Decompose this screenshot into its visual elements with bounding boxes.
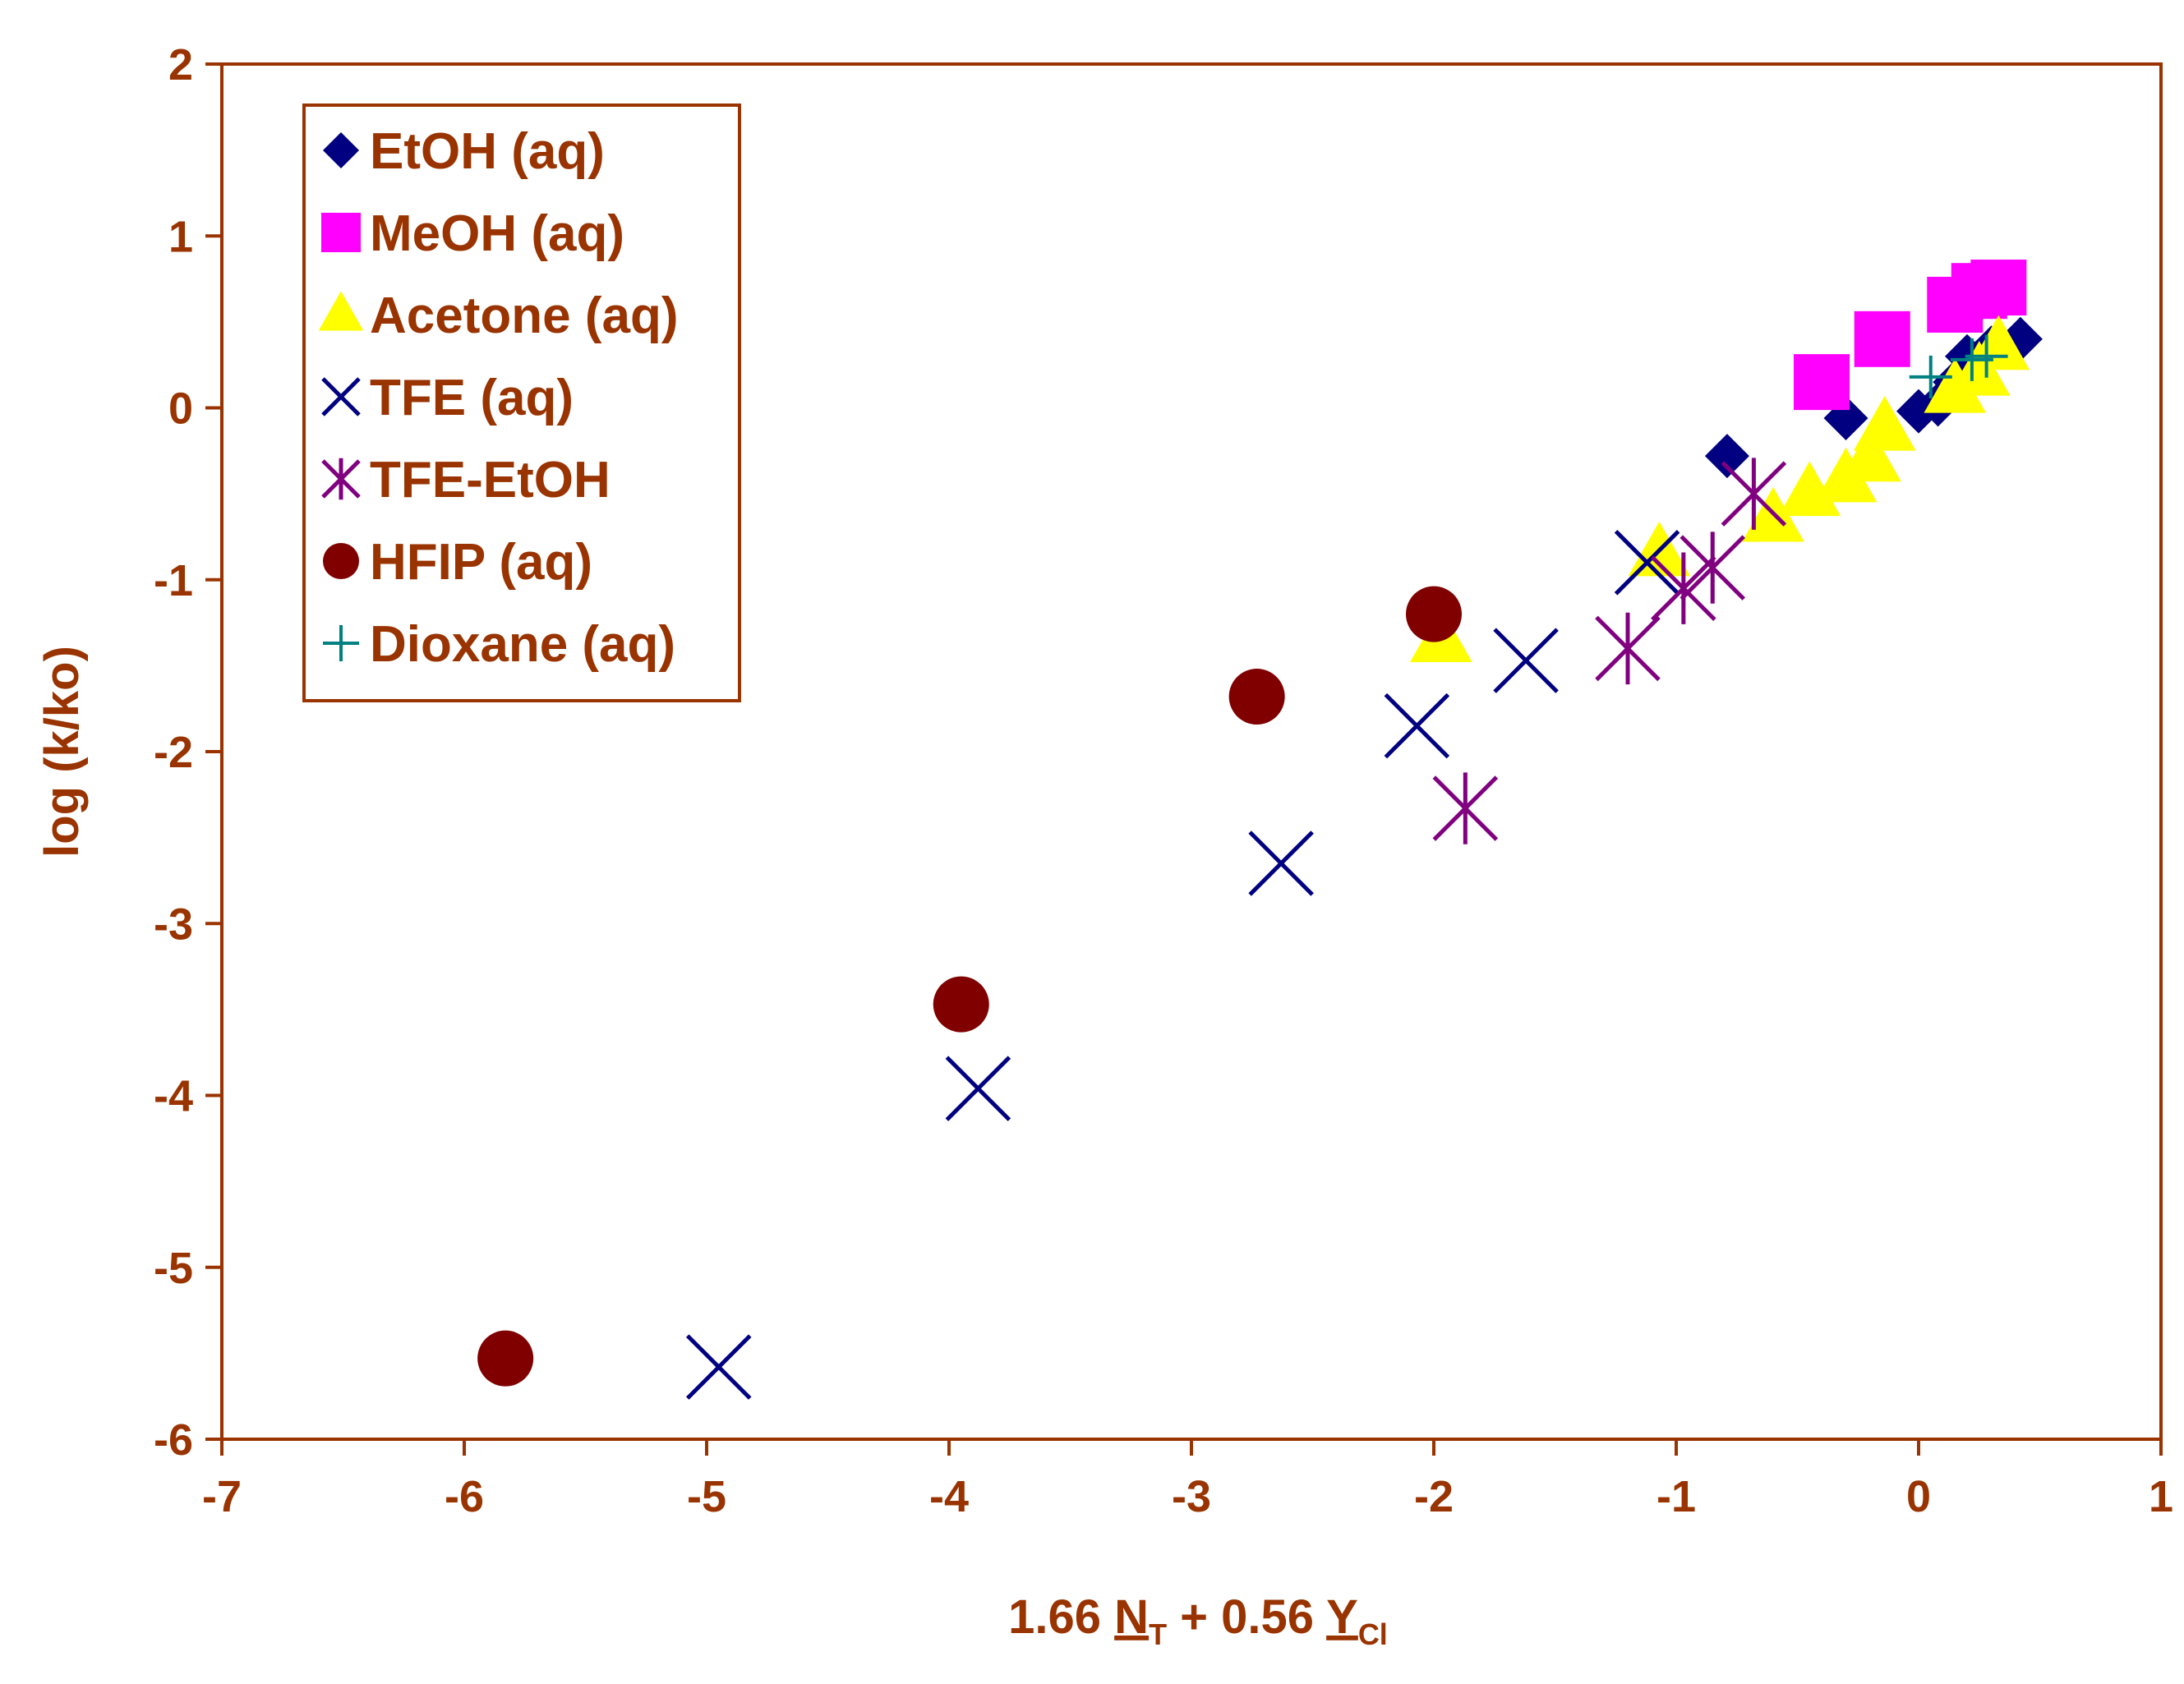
y-tick-label: -6 bbox=[154, 1415, 193, 1465]
legend-label: Dioxane (aq) bbox=[370, 616, 675, 673]
x-tick-label: 1 bbox=[2149, 1472, 2173, 1521]
y-tick-label: 2 bbox=[168, 40, 193, 90]
x-tick-label: -1 bbox=[1656, 1472, 1696, 1521]
data-point bbox=[1854, 311, 1910, 367]
series-meoh-aq bbox=[1794, 260, 2027, 411]
legend-item: TFE (aq) bbox=[321, 370, 574, 426]
y-tick-label: -1 bbox=[154, 556, 193, 605]
x-tick-label: -7 bbox=[202, 1472, 242, 1521]
data-point bbox=[1679, 531, 1746, 604]
legend-label: TFE (aq) bbox=[370, 370, 574, 426]
data-point bbox=[1493, 628, 1559, 693]
series-acetone-aq bbox=[1410, 315, 2030, 662]
x-tick-label: -3 bbox=[1172, 1472, 1211, 1521]
data-point bbox=[1248, 830, 1314, 896]
data-point bbox=[1614, 530, 1680, 596]
data-point bbox=[1432, 772, 1499, 844]
legend-marker bbox=[321, 377, 361, 416]
data-point bbox=[1794, 354, 1850, 411]
data-point bbox=[477, 1330, 534, 1387]
legend-marker bbox=[323, 132, 359, 168]
legend-box bbox=[302, 104, 741, 702]
series-dioxane-aq bbox=[1909, 334, 2008, 398]
data-point bbox=[685, 1334, 752, 1400]
data-point bbox=[1704, 434, 1749, 479]
legend-label: MeOH (aq) bbox=[370, 205, 624, 262]
y-tick-label: 1 bbox=[168, 212, 193, 261]
legend-marker bbox=[323, 625, 359, 661]
y-tick-label: -2 bbox=[154, 728, 193, 777]
y-tick-label: -5 bbox=[154, 1244, 193, 1293]
legend-item: MeOH (aq) bbox=[321, 205, 624, 262]
data-point bbox=[1853, 396, 1916, 451]
series-tfe-aq bbox=[685, 530, 1680, 1400]
legend-item: Dioxane (aq) bbox=[323, 616, 675, 673]
legend-marker bbox=[321, 458, 361, 500]
series-tfe-etoh bbox=[1432, 458, 1787, 844]
x-axis-label-part: 1.66 bbox=[1008, 1590, 1114, 1644]
legend-marker bbox=[321, 213, 361, 252]
y-axis-tick-labels: 2 1 0 -1 -2 -3 -4 -5 -6 bbox=[154, 40, 193, 1465]
axis-ticks bbox=[205, 62, 2163, 1456]
y-axis-label: log (k/ko) bbox=[35, 646, 89, 858]
data-point bbox=[1228, 669, 1285, 725]
data-point bbox=[1965, 334, 2008, 378]
y-tick-label: -3 bbox=[154, 900, 193, 949]
data-point bbox=[1406, 586, 1462, 642]
x-tick-label: -6 bbox=[445, 1472, 484, 1521]
x-axis-tick-labels: -7 -6 -5 -4 -3 -2 -1 0 1 bbox=[202, 1472, 2173, 1521]
data-point bbox=[1721, 458, 1787, 530]
y-tick-label: 0 bbox=[168, 384, 193, 434]
legend-item: HFIP (aq) bbox=[323, 534, 592, 591]
legend-item: TFE-EtOH bbox=[321, 452, 611, 508]
x-axis-label-part: N bbox=[1114, 1590, 1149, 1644]
x-tick-label: 0 bbox=[1906, 1472, 1931, 1521]
data-markers bbox=[477, 260, 2043, 1400]
x-axis-label-part: Y bbox=[1326, 1590, 1358, 1644]
x-axis-label-part: T bbox=[1149, 1617, 1167, 1651]
data-point bbox=[1778, 461, 1841, 517]
data-point bbox=[1909, 355, 1952, 398]
legend-label: TFE-EtOH bbox=[370, 452, 611, 508]
data-point bbox=[1595, 612, 1661, 685]
legend-label: Acetone (aq) bbox=[370, 288, 678, 344]
legend-label: EtOH (aq) bbox=[370, 123, 605, 180]
data-point bbox=[933, 976, 989, 1033]
x-axis-label-part: + 0.56 bbox=[1167, 1590, 1326, 1644]
legend-label: HFIP (aq) bbox=[370, 534, 592, 591]
data-point bbox=[1839, 426, 1901, 482]
x-axis-label-part: Cl bbox=[1358, 1617, 1388, 1651]
data-point bbox=[1651, 552, 1716, 624]
data-point bbox=[945, 1056, 1011, 1121]
legend-marker bbox=[318, 291, 364, 331]
x-axis-label: 1.66 NT + 0.56 YCl bbox=[1008, 1590, 1388, 1651]
x-tick-label: -5 bbox=[687, 1472, 726, 1521]
legend-item: Acetone (aq) bbox=[318, 288, 678, 344]
x-tick-label: -4 bbox=[929, 1472, 969, 1521]
legend-item: EtOH (aq) bbox=[323, 123, 605, 180]
x-tick-label: -2 bbox=[1414, 1472, 1454, 1521]
data-point bbox=[1970, 260, 2027, 316]
data-point bbox=[1384, 692, 1450, 759]
legend: EtOH (aq) MeOH (aq) Acetone (aq) TFE (aq) TF… bbox=[302, 104, 741, 702]
series-hfip-aq bbox=[477, 586, 1462, 1387]
y-tick-label: -4 bbox=[154, 1072, 193, 1121]
legend-marker bbox=[323, 543, 359, 579]
